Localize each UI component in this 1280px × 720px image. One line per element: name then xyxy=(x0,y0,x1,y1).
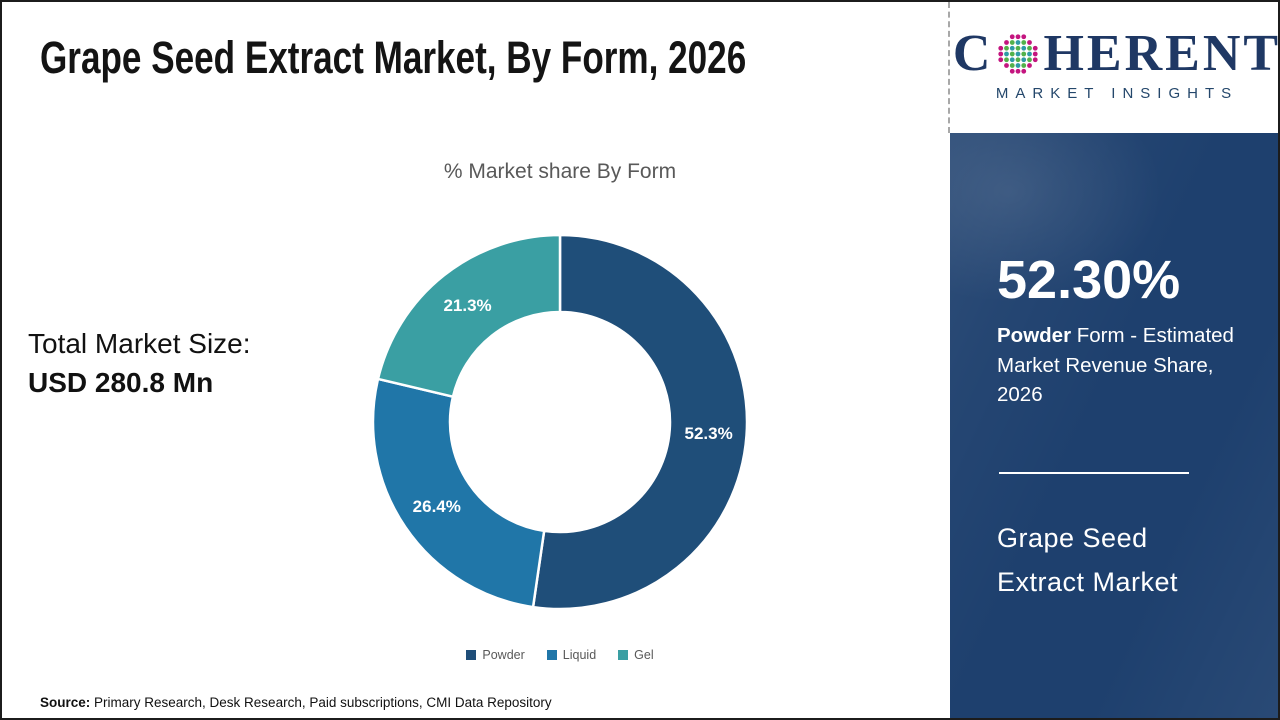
cmi-logo-letter-c: C xyxy=(952,25,994,82)
cmi-logo: C HERENT MARKET INSIGHTS xyxy=(953,28,1278,103)
cmi-globe-dot xyxy=(1016,34,1021,40)
cmi-globe-dot xyxy=(1027,63,1033,68)
legend-swatch-icon xyxy=(618,650,629,660)
legend-label: Gel xyxy=(634,648,654,662)
total-market-size-value: USD 280.8 Mn xyxy=(28,367,214,399)
cmi-globe-dot xyxy=(1004,51,1010,57)
cmi-globe-dot xyxy=(1004,57,1010,63)
donut-slice-liquid xyxy=(371,377,546,609)
cmi-globe-dot xyxy=(1004,63,1010,68)
page-title: Grape Seed Extract Market, By Form, 2026 xyxy=(40,32,747,83)
cmi-globe-dot xyxy=(998,51,1004,57)
cmi-globe-dot xyxy=(1021,57,1027,63)
legend-swatch-icon xyxy=(546,650,557,660)
cmi-globe-dot xyxy=(1010,57,1016,63)
cmi-globe-dot xyxy=(1021,34,1027,40)
cmi-globe-dot xyxy=(1027,45,1033,51)
cmi-globe-dot xyxy=(1016,45,1021,51)
cmi-globe-icon xyxy=(998,34,1039,74)
donut-slice-label-gel: 21.3% xyxy=(443,296,491,315)
cmi-globe-dot xyxy=(1010,40,1016,45)
cmi-globe-dot xyxy=(1010,63,1016,68)
cmi-logo-word-rest: HERENT xyxy=(1043,25,1280,82)
donut-slice-powder xyxy=(531,233,749,611)
sidebar-stat-description: Powder Form - Estimated Market Revenue S… xyxy=(997,321,1255,410)
source-text: Primary Research, Desk Research, Paid su… xyxy=(90,695,552,710)
cmi-globe-dot xyxy=(1016,51,1021,57)
cmi-globe-dot xyxy=(1021,68,1027,74)
cmi-globe-dot xyxy=(1033,51,1039,57)
cmi-globe-dot xyxy=(1016,40,1021,45)
legend-label: Liquid xyxy=(562,648,597,662)
cmi-globe-dot xyxy=(1027,57,1033,63)
sidebar-market-name-line2: Extract Market xyxy=(997,567,1179,598)
cmi-globe-dot xyxy=(1021,51,1027,57)
cmi-globe-dot xyxy=(1010,34,1016,40)
legend-swatch-icon xyxy=(466,650,477,660)
cmi-globe-dot xyxy=(1021,40,1027,45)
cmi-globe-dot xyxy=(1004,45,1010,51)
cmi-globe-dot xyxy=(1010,51,1016,57)
cmi-globe-dot xyxy=(998,57,1004,63)
sidebar-market-name-line1: Grape Seed xyxy=(997,523,1148,554)
cmi-globe-dot xyxy=(998,45,1004,51)
donut-slice-gel xyxy=(376,233,562,398)
cmi-globe-dot xyxy=(1016,63,1021,68)
sidebar-stat-value: 52.30% xyxy=(997,250,1181,310)
cmi-globe-dot xyxy=(1016,68,1021,74)
sidebar-divider xyxy=(999,472,1189,475)
cmi-globe-dot xyxy=(1027,40,1033,45)
cmi-globe-dot xyxy=(1021,45,1027,51)
legend-label: Powder xyxy=(482,648,525,662)
legend-item-powder: Powder xyxy=(466,648,525,662)
chart-legend: Powder Liquid Gel xyxy=(360,648,760,662)
donut-chart: 52.3% 26.4% 21.3% xyxy=(371,233,749,611)
source-line: Source: Primary Research, Desk Research,… xyxy=(40,695,552,710)
sidebar-stat-rest: Form - Estimated Market Revenue Share, 2… xyxy=(997,324,1234,407)
cmi-globe-dot xyxy=(1033,57,1039,63)
cmi-globe-dot xyxy=(1033,45,1039,51)
cmi-globe-dot xyxy=(1010,45,1016,51)
dashed-divider xyxy=(948,2,950,133)
cmi-globe-dot xyxy=(1004,40,1010,45)
cmi-globe-dot xyxy=(1010,68,1016,74)
cmi-logo-subtitle: MARKET INSIGHTS xyxy=(995,85,1239,102)
cmi-globe-dot xyxy=(1016,57,1021,63)
cmi-globe-dot xyxy=(1021,63,1027,68)
sidebar-stat-bold: Powder xyxy=(997,324,1072,347)
total-market-size-block: Total Market Size: USD 280.8 Mn xyxy=(28,324,251,402)
chart-subtitle: % Market share By Form xyxy=(443,160,677,183)
total-market-size-label: Total Market Size: xyxy=(28,328,251,359)
donut-slice-label-powder: 52.3% xyxy=(685,424,733,443)
donut-slice-label-liquid: 26.4% xyxy=(413,497,461,516)
legend-item-gel: Gel xyxy=(618,648,654,662)
legend-item-liquid: Liquid xyxy=(546,648,597,662)
source-label: Source: xyxy=(40,695,91,710)
sidebar-market-name: Grape Seed Extract Market xyxy=(997,516,1250,605)
cmi-logo-wordmark: C HERENT xyxy=(953,28,1278,80)
cmi-globe-dot xyxy=(1027,51,1033,57)
sidebar: 52.30% Powder Form - Estimated Market Re… xyxy=(950,133,1278,718)
